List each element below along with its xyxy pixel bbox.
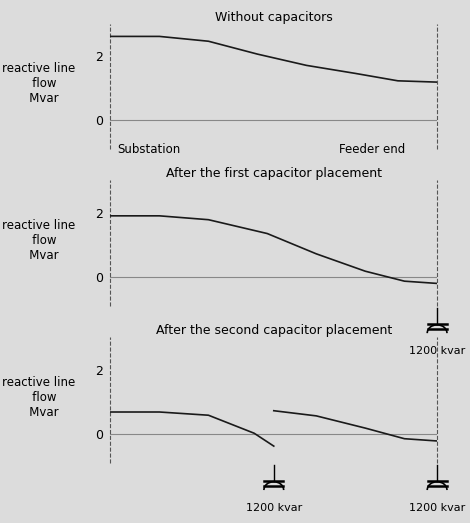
Text: Substation: Substation bbox=[117, 143, 180, 156]
Title: Without capacitors: Without capacitors bbox=[215, 10, 333, 24]
Title: After the first capacitor placement: After the first capacitor placement bbox=[166, 167, 382, 180]
Text: 1200 kvar: 1200 kvar bbox=[409, 503, 465, 513]
Text: reactive line
   flow
   Mvar: reactive line flow Mvar bbox=[2, 219, 75, 262]
Title: After the second capacitor placement: After the second capacitor placement bbox=[156, 324, 392, 337]
Text: reactive line
   flow
   Mvar: reactive line flow Mvar bbox=[2, 376, 75, 419]
Text: reactive line
   flow
   Mvar: reactive line flow Mvar bbox=[2, 62, 75, 105]
Text: 1200 kvar: 1200 kvar bbox=[246, 503, 302, 513]
Text: Feeder end: Feeder end bbox=[339, 143, 405, 156]
Text: 1200 kvar: 1200 kvar bbox=[409, 346, 465, 356]
